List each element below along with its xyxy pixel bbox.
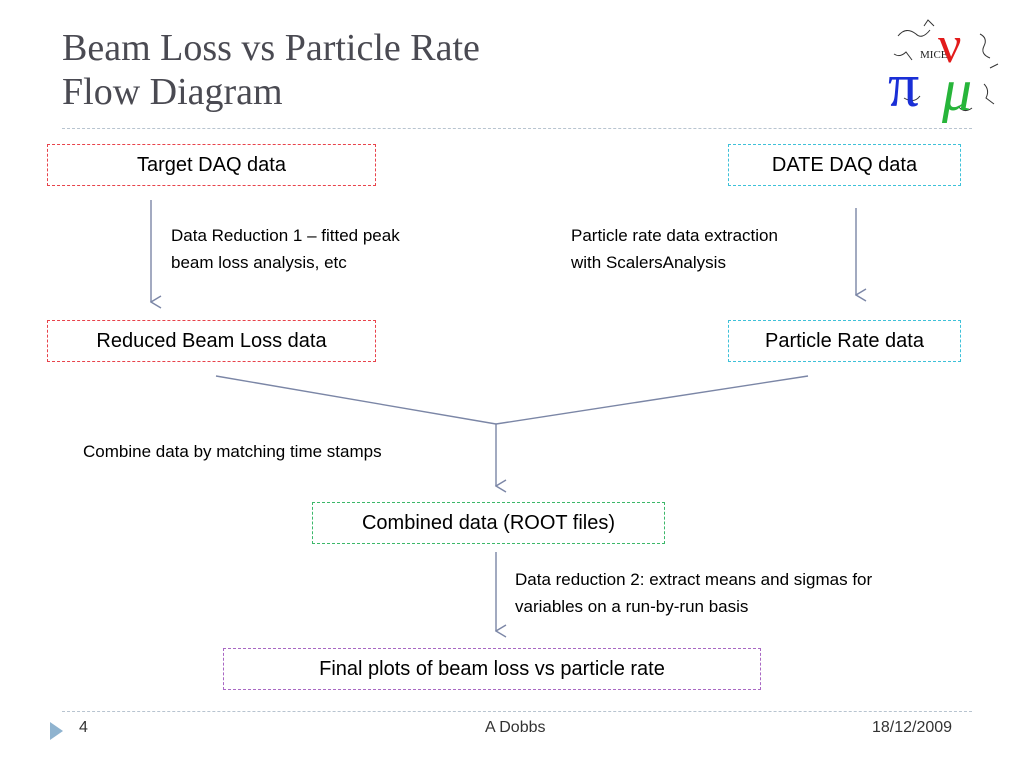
box-final-plots: Final plots of beam loss vs particle rat…	[223, 648, 761, 690]
note-data-reduction-1: Data Reduction 1 – fitted peak beam loss…	[171, 222, 400, 276]
footer-divider	[62, 711, 972, 712]
note-data-reduction-2-line-1: Data reduction 2: extract means and sigm…	[515, 570, 873, 589]
box-date-daq-label: DATE DAQ data	[771, 153, 918, 176]
box-particle-rate: Particle Rate data	[728, 320, 961, 362]
footer-triangle-icon	[50, 722, 63, 740]
note-combine-data: Combine data by matching time stamps	[83, 438, 382, 465]
slide-title: Beam Loss vs Particle Rate Flow Diagram	[62, 26, 480, 114]
note-extraction-line-2: with ScalersAnalysis	[571, 253, 726, 272]
box-date-daq: DATE DAQ data	[728, 144, 961, 186]
box-reduced-beam-loss: Reduced Beam Loss data	[47, 320, 376, 362]
title-line-1: Beam Loss vs Particle Rate	[62, 27, 480, 69]
logo-pi-glyph: π	[888, 52, 919, 120]
logo-mice-text: MICE	[920, 49, 948, 61]
note-data-reduction-1-line-1: Data Reduction 1 – fitted peak	[171, 226, 400, 245]
logo-mu-glyph: μ	[941, 57, 972, 123]
footer-author: A Dobbs	[485, 719, 546, 736]
logo-nu-glyph: ν	[938, 17, 962, 74]
footer-page-number: 4	[79, 719, 88, 736]
footer-date: 18/12/2009	[872, 719, 953, 736]
note-data-reduction-2-line-2: variables on a run-by-run basis	[515, 597, 749, 616]
box-combined-data: Combined data (ROOT files)	[312, 502, 665, 544]
note-extraction-line-1: Particle rate data extraction	[571, 226, 778, 245]
mice-logo-graphic: MICE π ν μ	[888, 17, 999, 123]
box-reduced-beam-loss-label: Reduced Beam Loss data	[96, 329, 327, 352]
title-line-2: Flow Diagram	[62, 71, 283, 113]
note-data-reduction-1-line-2: beam loss analysis, etc	[171, 253, 347, 272]
note-data-reduction-2: Data reduction 2: extract means and sigm…	[515, 566, 872, 620]
merge-line-right	[495, 375, 809, 425]
box-final-plots-label: Final plots of beam loss vs particle rat…	[319, 657, 665, 680]
note-particle-rate-extraction: Particle rate data extraction with Scale…	[571, 222, 778, 276]
box-combined-data-label: Combined data (ROOT files)	[361, 511, 616, 534]
header-divider	[62, 128, 972, 129]
box-target-daq: Target DAQ data	[47, 144, 376, 186]
logo-sketch-lines	[893, 19, 999, 112]
box-target-daq-label: Target DAQ data	[137, 153, 286, 176]
mice-logo: MICE π ν μ	[884, 14, 1004, 126]
merge-line-left	[215, 375, 497, 425]
note-combine-line: Combine data by matching time stamps	[83, 442, 382, 461]
box-particle-rate-label: Particle Rate data	[765, 329, 924, 352]
